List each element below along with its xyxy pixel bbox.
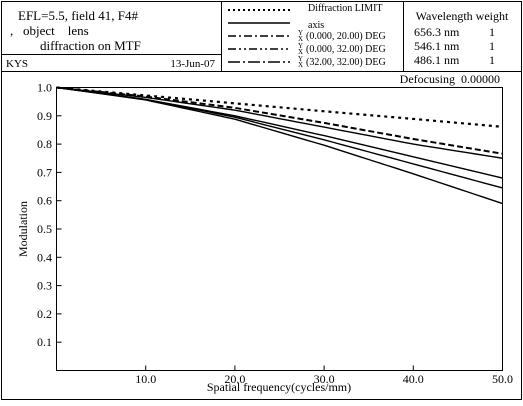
x-tick-label-1: 10.0 xyxy=(135,372,156,386)
plot-frame xyxy=(56,87,503,371)
wavelength-title: Wavelength weight xyxy=(416,9,509,23)
y-tick-label-4: 0.4 xyxy=(37,250,52,264)
y-tick-label-5: 0.5 xyxy=(37,222,52,236)
wavelength-table: Wavelength weight 656.3 nm 1 546.1 nm 1 … xyxy=(414,9,509,67)
mtf-plot: 0.1 0.2 0.3 0.4 0.5 0.6 0.7 0.8 0.9 1.0 10.0 20.0 3… xyxy=(16,72,513,394)
title-line-2: , object lens xyxy=(10,23,89,38)
y-axis: 0.1 0.2 0.3 0.4 0.5 0.6 0.7 0.8 0.9 1.0 xyxy=(37,81,62,349)
legend-sub-a-5: Y xyxy=(298,55,303,63)
legend-sub-b-4: X xyxy=(298,48,303,56)
series-line-1 xyxy=(56,86,503,128)
title-block: EFL=5.5, field 41, F4# , object lens dif… xyxy=(10,8,141,53)
series-line-5 xyxy=(56,86,503,189)
wavelength-row-1: 656.3 nm xyxy=(414,25,460,39)
weight-row-1: 1 xyxy=(489,25,495,39)
y-tick-label-2: 0.2 xyxy=(37,307,52,321)
y-tick-label-8: 0.8 xyxy=(37,137,52,151)
weight-row-3: 1 xyxy=(489,53,495,67)
legend-sub-b-3: X xyxy=(298,35,303,43)
x-tick-label-3: 30.0 xyxy=(314,372,335,386)
series-group xyxy=(56,86,503,205)
legend-label-1: Diffraction LIMIT xyxy=(308,3,383,14)
y-tick-label-1: 0.1 xyxy=(37,335,52,349)
title-line-1: EFL=5.5, field 41, F4# xyxy=(18,8,138,23)
defocus-annotation: Defocusing 0.00000 xyxy=(400,72,500,86)
weight-row-2: 1 xyxy=(489,39,495,53)
legend-sub-b-5: X xyxy=(298,61,303,69)
legend-sub-a-3: Y xyxy=(298,29,303,37)
wavelength-row-3: 486.1 nm xyxy=(414,53,460,67)
series-line-6 xyxy=(56,86,503,205)
y-tick-label-6: 0.6 xyxy=(37,194,52,208)
series-line-3 xyxy=(56,86,503,155)
header: EFL=5.5, field 41, F4# , object lens dif… xyxy=(1,1,522,72)
legend-sub-a-4: Y xyxy=(298,42,303,50)
legend-label-4: (0.000, 32.00) DEG xyxy=(306,44,386,55)
author-label: KYS xyxy=(6,58,28,70)
legend-label-5: (32.00, 32.00) DEG xyxy=(306,57,386,68)
x-axis-title: Spatial frequency(cycles/mm) xyxy=(207,380,351,394)
legend-label-2: axis xyxy=(308,20,324,31)
y-axis-title: Modulation xyxy=(16,201,30,257)
x-tick-label-5: 50.0 xyxy=(492,372,513,386)
x-axis: 10.0 20.0 30.0 40.0 50.0 xyxy=(135,365,513,386)
title-line-3: diffraction on MTF xyxy=(40,38,141,53)
x-tick-label-2: 20.0 xyxy=(224,372,245,386)
y-tick-label-10: 1.0 xyxy=(37,81,52,95)
y-tick-label-7: 0.7 xyxy=(37,165,52,179)
date-label: 13-Jun-07 xyxy=(170,58,215,70)
legend-label-3: (0.000, 20.00) DEG xyxy=(306,31,386,42)
y-tick-label-3: 0.3 xyxy=(37,279,52,293)
wavelength-row-2: 546.1 nm xyxy=(414,39,460,53)
outer-frame xyxy=(1,1,522,400)
y-tick-label-9: 0.9 xyxy=(37,109,52,123)
series-line-2 xyxy=(56,86,503,159)
x-tick-label-4: 40.0 xyxy=(403,372,424,386)
